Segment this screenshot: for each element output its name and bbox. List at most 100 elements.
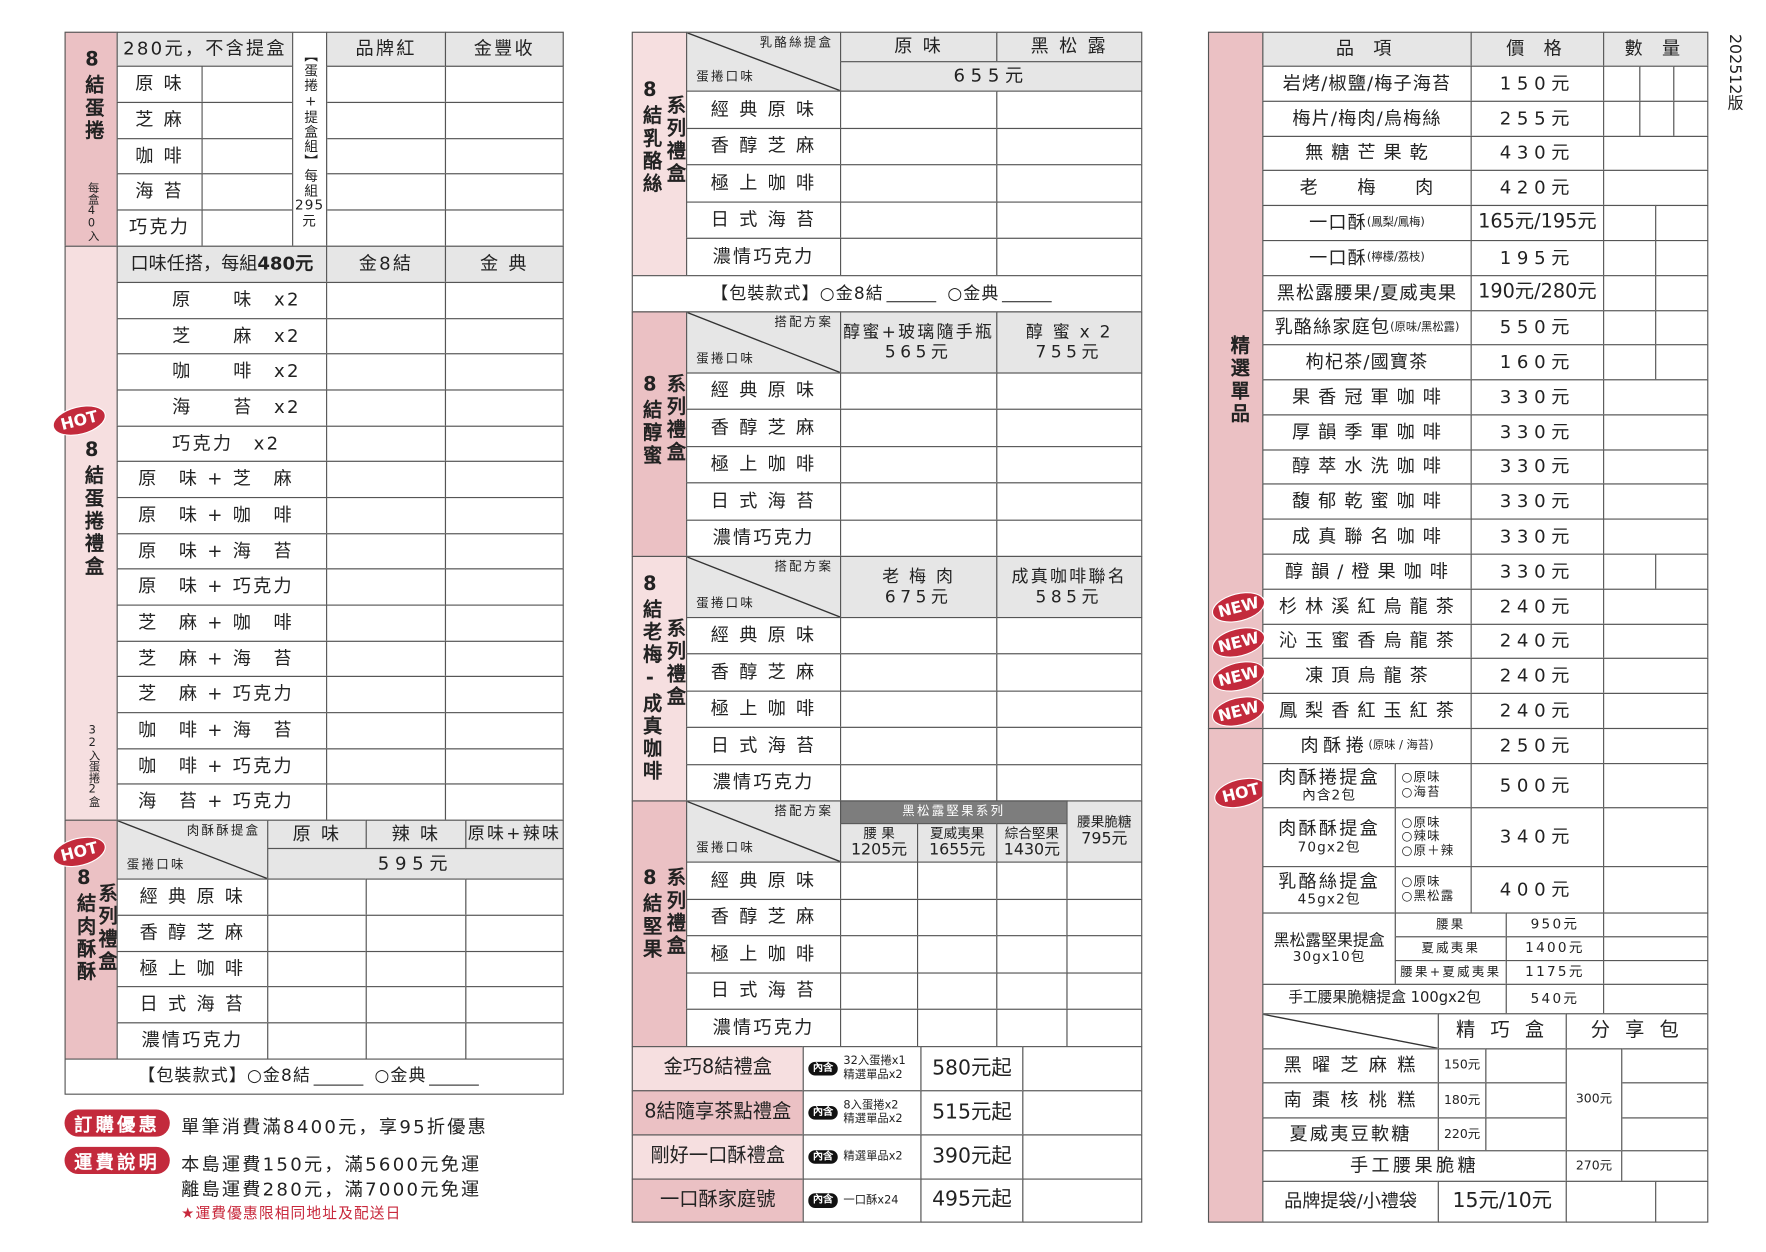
quantity-cell[interactable] xyxy=(326,389,447,427)
quantity-cell[interactable] xyxy=(465,986,564,1024)
quantity-cell[interactable] xyxy=(267,950,367,988)
quantity-cell[interactable] xyxy=(444,783,564,821)
quantity-cell[interactable] xyxy=(1603,657,1709,694)
quantity-cell[interactable] xyxy=(996,690,1143,728)
quantity-cell[interactable] xyxy=(996,164,1143,203)
quantity-cell[interactable] xyxy=(1655,344,1709,381)
quantity-cell[interactable] xyxy=(201,101,294,140)
quantity-cell[interactable] xyxy=(996,764,1143,802)
quantity-cell[interactable] xyxy=(1603,449,1709,485)
quantity-cell[interactable] xyxy=(1621,1048,1709,1084)
quantity-cell[interactable] xyxy=(840,690,998,728)
quantity-cell[interactable] xyxy=(1603,240,1657,277)
quantity-cell[interactable] xyxy=(1603,100,1641,137)
quantity-cell[interactable] xyxy=(840,408,998,448)
packaging-qty-blank[interactable] xyxy=(313,1068,364,1086)
quantity-cell[interactable] xyxy=(996,372,1143,410)
quantity-cell[interactable] xyxy=(365,914,467,953)
quantity-cell[interactable] xyxy=(1603,414,1709,451)
quantity-cell[interactable] xyxy=(1621,1082,1709,1119)
quantity-cell[interactable] xyxy=(444,712,564,750)
quantity-cell[interactable] xyxy=(840,90,998,130)
quantity-cell[interactable] xyxy=(1485,1082,1567,1119)
quantity-cell[interactable] xyxy=(1655,310,1709,346)
quantity-cell[interactable] xyxy=(1066,972,1143,1010)
quantity-cell[interactable] xyxy=(465,950,564,988)
quantity-cell[interactable] xyxy=(444,318,564,355)
quantity-cell[interactable] xyxy=(840,972,919,1010)
quantity-cell[interactable] xyxy=(326,353,447,391)
quantity-cell[interactable] xyxy=(840,1008,919,1048)
quantity-cell[interactable] xyxy=(840,519,998,557)
quantity-cell[interactable] xyxy=(996,935,1068,974)
quantity-cell[interactable] xyxy=(444,425,564,462)
quantity-cell[interactable] xyxy=(1022,1046,1143,1092)
quantity-cell[interactable] xyxy=(840,127,998,166)
quantity-cell[interactable] xyxy=(917,935,998,974)
quantity-cell[interactable] xyxy=(840,764,998,802)
quantity-cell[interactable] xyxy=(996,127,1143,166)
quantity-cell[interactable] xyxy=(1603,518,1709,555)
quantity-cell[interactable] xyxy=(1066,935,1143,974)
quantity-cell[interactable] xyxy=(1603,807,1709,868)
quantity-cell[interactable] xyxy=(267,878,367,916)
quantity-cell[interactable] xyxy=(201,173,294,211)
quantity-cell[interactable] xyxy=(1621,1117,1709,1152)
quantity-cell[interactable] xyxy=(1639,65,1675,102)
quantity-cell[interactable] xyxy=(840,616,998,655)
quantity-cell[interactable] xyxy=(996,616,1143,655)
quantity-cell[interactable] xyxy=(444,533,564,570)
quantity-cell[interactable] xyxy=(1603,866,1709,914)
quantity-cell[interactable] xyxy=(1603,692,1709,730)
quantity-cell[interactable] xyxy=(326,425,447,462)
quantity-cell[interactable] xyxy=(326,783,447,821)
packaging-option-gold8[interactable]: ○金8結 xyxy=(819,282,884,304)
quantity-cell[interactable] xyxy=(1655,553,1709,590)
quantity-cell[interactable] xyxy=(996,201,1143,239)
quantity-cell[interactable] xyxy=(326,281,447,320)
option-radio[interactable]: ○海苔 xyxy=(1401,784,1441,800)
quantity-cell[interactable] xyxy=(996,653,1143,692)
quantity-cell[interactable] xyxy=(996,861,1068,901)
quantity-cell[interactable] xyxy=(1603,135,1709,171)
quantity-cell[interactable] xyxy=(365,878,467,916)
quantity-cell[interactable] xyxy=(1603,310,1657,346)
quantity-cell[interactable] xyxy=(1621,1150,1709,1182)
quantity-cell[interactable] xyxy=(917,861,998,901)
quantity-cell[interactable] xyxy=(1655,240,1709,277)
quantity-cell[interactable] xyxy=(465,914,564,953)
option-radio[interactable]: ○原味 xyxy=(1401,874,1441,890)
quantity-cell[interactable] xyxy=(1603,65,1641,102)
quantity-cell[interactable] xyxy=(201,65,294,104)
quantity-cell[interactable] xyxy=(840,201,998,239)
packaging-qty-blank[interactable] xyxy=(428,1068,479,1086)
quantity-cell[interactable] xyxy=(444,353,564,391)
quantity-cell[interactable] xyxy=(840,653,998,692)
quantity-cell[interactable] xyxy=(1022,1178,1143,1223)
quantity-cell[interactable] xyxy=(1603,169,1709,207)
quantity-cell[interactable] xyxy=(267,914,367,953)
quantity-cell[interactable] xyxy=(326,675,447,714)
quantity-cell[interactable] xyxy=(444,496,564,535)
quantity-cell[interactable] xyxy=(996,898,1068,937)
option-radio[interactable]: ○黑松露 xyxy=(1401,888,1455,904)
quantity-cell[interactable] xyxy=(326,604,447,642)
quantity-cell[interactable] xyxy=(840,898,919,937)
quantity-cell[interactable] xyxy=(1603,275,1657,312)
quantity-cell[interactable] xyxy=(1603,204,1657,242)
quantity-cell[interactable] xyxy=(1066,898,1143,937)
quantity-cell[interactable] xyxy=(267,986,367,1024)
quantity-cell[interactable] xyxy=(1603,588,1709,625)
quantity-cell[interactable] xyxy=(1603,912,1709,938)
packaging-option-jindian[interactable]: ○金典 xyxy=(374,1065,427,1087)
quantity-cell[interactable] xyxy=(326,65,447,104)
quantity-cell[interactable] xyxy=(840,237,998,277)
quantity-cell[interactable] xyxy=(444,460,564,499)
quantity-cell[interactable] xyxy=(1603,623,1709,659)
quantity-cell[interactable] xyxy=(1603,344,1657,381)
quantity-cell[interactable] xyxy=(996,1008,1068,1048)
quantity-cell[interactable] xyxy=(996,446,1143,484)
quantity-cell[interactable] xyxy=(444,640,564,677)
quantity-cell[interactable] xyxy=(996,90,1143,130)
quantity-cell[interactable] xyxy=(996,519,1143,557)
